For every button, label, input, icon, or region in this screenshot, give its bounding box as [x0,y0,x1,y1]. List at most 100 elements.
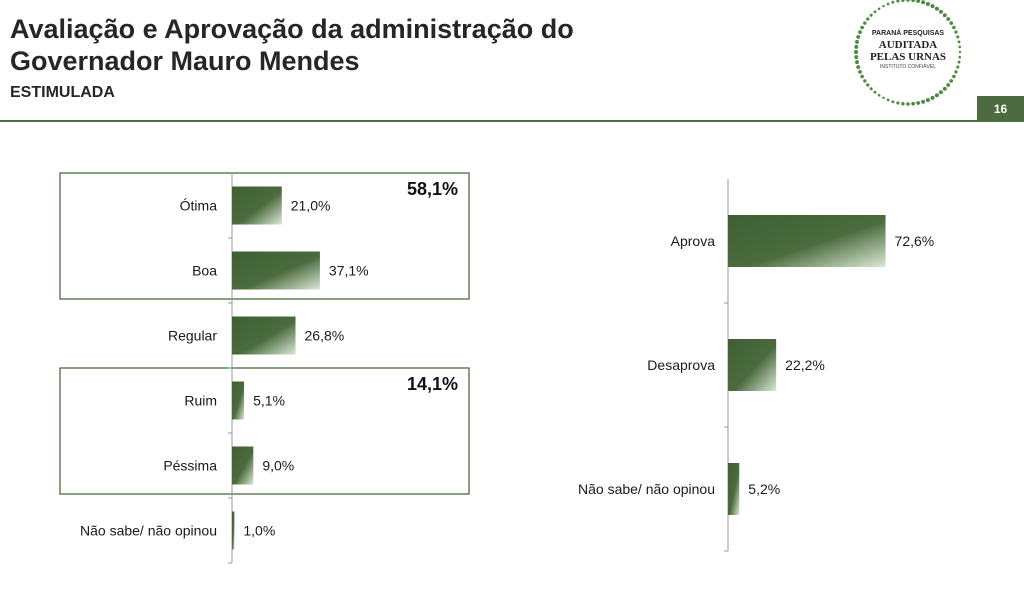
seal-text-3: PELAS URNAS [870,51,946,63]
seal-dot [877,93,881,97]
seal-dot [906,0,910,2]
seal-dot [916,101,921,105]
seal-dot [942,86,947,91]
left-chart-bar [232,511,235,550]
seal-dot [956,65,960,69]
seal-dot [873,10,877,14]
seal-dot [856,65,861,70]
seal-dot [863,79,867,83]
seal-dot [886,2,890,6]
seal-dot [916,0,921,3]
seal-text-2: AUDITADA [879,39,938,51]
seal-dot [952,25,956,30]
seal-dot [911,0,915,3]
seal-dot [930,4,935,9]
seal-dot [949,21,954,25]
left-chart-bar [232,251,320,290]
seal-dot [925,98,930,102]
seal-dot [942,13,947,18]
left-chart-value-label: 21,0% [291,198,331,214]
seal-dot [954,30,958,34]
seal-dot [952,74,956,79]
seal-dot [882,96,885,100]
seal-dot [939,9,943,14]
seal-dot [946,17,951,21]
seal-dot [854,44,859,49]
right-chart-bar [728,215,886,267]
right-chart-category-label: Não sabe/ não opinou [578,481,715,497]
left-chart-value-label: 5,1% [253,393,285,409]
right-chart-bar [728,339,777,391]
left-chart-bar [232,446,254,485]
seal-dot [911,101,915,106]
seal-dot [855,60,859,65]
right-chart-category-label: Aprova [671,233,716,249]
left-chart-value-label: 9,0% [262,458,294,474]
seal-dot [954,70,958,74]
left-chart-group-total: 14,1% [407,374,458,394]
seal-dot [958,55,962,59]
seal-dot [856,34,861,39]
left-chart-bar [232,381,245,420]
seal-dot [921,99,926,104]
seal-dot [882,4,885,8]
seal-dot [891,100,895,104]
seal-dot [946,83,951,87]
seal-dot [925,2,930,6]
seal-dot [873,90,877,94]
left-chart-bar [232,316,296,355]
seal-dot [869,87,873,91]
seal-dot [860,74,864,79]
seal-text-4: INSTITUTO CONFIÁVEL [880,63,936,70]
left-chart-category-label: Ruim [184,393,217,409]
seal-logo: PARANÁ PESQUISAS AUDITADA PELAS URNAS IN… [854,0,962,106]
seal-dot [934,93,939,98]
seal-dot [958,50,962,54]
seal-dot [891,0,895,4]
seal-dot [901,0,905,2]
header-divider [0,120,1024,122]
left-chart-group-box [59,367,470,495]
left-chart-category-label: Regular [168,328,217,344]
seal-dot [934,6,939,11]
page-title: Avaliação e Aprovação da administração d… [10,13,574,77]
left-chart-category-label: Boa [192,263,217,279]
seal-dot [855,39,859,44]
right-chart-value-label: 22,2% [785,357,825,373]
seal-dot [869,13,873,17]
seal-dot [854,55,859,60]
seal-text-1: PARANÁ PESQUISAS [872,28,945,37]
seal-dot [866,83,870,87]
left-chart-group-box [59,172,470,300]
left-chart-value-label: 26,8% [305,328,345,344]
seal-dot [956,35,960,39]
seal-dot [906,102,910,106]
seal-dot [921,0,926,5]
seal-dot [858,30,862,34]
left-chart-category-label: Ótima [180,198,218,214]
left-chart-group-total: 58,1% [407,179,458,199]
title-line-1: Avaliação e Aprovação da administração d… [10,14,574,44]
seal-dot [957,40,961,44]
left-chart-category-label: Péssima [163,458,217,474]
right-chart-value-label: 5,2% [748,481,780,497]
seal-dot [939,90,943,95]
page-number-badge: 16 [977,96,1024,122]
seal-dot [949,79,954,83]
seal-dot [886,98,890,102]
seal-dot [896,0,900,3]
left-chart-category-label: Não sabe/ não opinou [80,523,217,539]
seal-dot [958,45,962,49]
seal-dot [858,70,862,74]
left-chart-bar [232,186,282,225]
seal-dot [877,7,881,11]
page-subtitle: ESTIMULADA [10,84,115,101]
left-chart-value-label: 1,0% [243,523,275,539]
seal-dot [930,95,935,100]
left-chart-value-label: 37,1% [329,263,369,279]
seal-dot [901,102,905,106]
right-chart-value-label: 72,6% [895,233,935,249]
seal-dot-ring [854,0,962,106]
seal-dot [866,17,870,21]
